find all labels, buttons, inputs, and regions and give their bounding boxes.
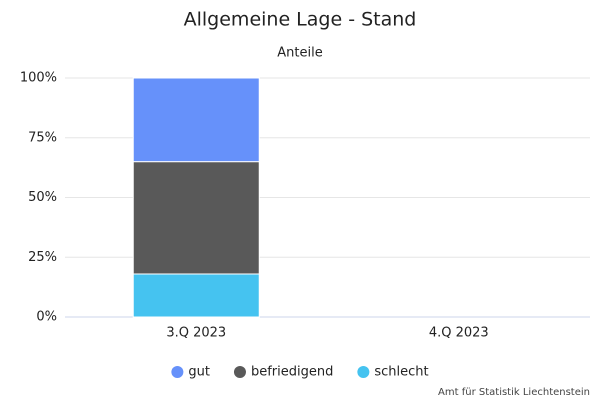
y-tick-label: 50% [28,190,57,205]
chart-title: Allgemeine Lage - Stand [184,9,417,31]
bar-segment [132,77,260,163]
legend: gut befriedigend schlecht [171,365,429,380]
credit: Amt für Statistik Liechtenstein [438,387,590,398]
y-tick-label: 75% [28,130,57,145]
y-tick-label: 100% [20,71,57,86]
legend-marker [357,366,370,378]
x-tick-label: 3.Q 2023 [166,326,226,341]
legend-marker [233,366,246,378]
bar-segment [132,273,260,318]
x-tick-label: 4.Q 2023 [429,326,489,341]
chart-subtitle: Anteile [277,46,322,61]
legend-label: schlecht [374,365,428,380]
legend-label: gut [188,365,210,380]
y-tick-label: 0% [36,310,57,325]
y-tick-label: 25% [28,250,57,265]
bar-segment [132,161,260,275]
legend-marker [171,366,184,378]
legend-label: befriedigend [251,365,333,380]
